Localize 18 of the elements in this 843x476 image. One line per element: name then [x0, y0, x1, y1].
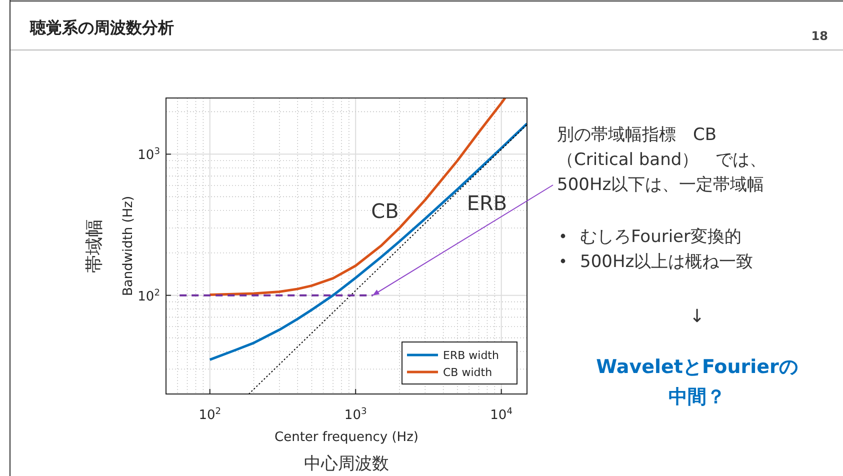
text: WaveletとFourierの中間？	[596, 356, 798, 408]
text: ↓	[689, 306, 705, 327]
x-axis-title: Center frequency (Hz)	[274, 430, 418, 445]
legend-label: ERB width	[443, 349, 499, 362]
text: 帯域幅	[84, 219, 105, 273]
legend-label: CB width	[443, 366, 492, 379]
y-axis-title: Bandwidth (Hz)	[121, 196, 136, 296]
text: 18	[811, 29, 828, 43]
chart-title: 聴覚系の周波数分析	[29, 18, 174, 37]
text: 中心周波数	[304, 454, 389, 474]
annotation: 別の帯域幅指標 CB （Critical band） では、 500Hz以下は、一定帯域幅	[557, 125, 767, 195]
text: 500Hz以上は概ね一致	[580, 252, 754, 272]
annotation: CB	[371, 199, 399, 223]
x-tick-label: 10$^{2}$	[198, 407, 222, 423]
annotation: ERB	[466, 191, 508, 215]
text: むしろFourier変換的	[580, 227, 742, 247]
x-tick-label: 10$^{4}$	[490, 407, 513, 423]
x-tick-label: 10$^{3}$	[344, 407, 367, 423]
